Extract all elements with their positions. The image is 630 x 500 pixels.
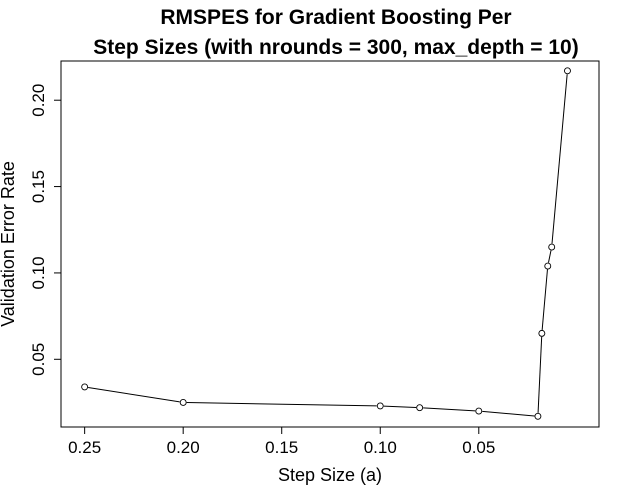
chart-title-line-2: Step Sizes (with nrounds = 300, max_dept…	[93, 36, 578, 59]
series-line-segment	[186, 402, 377, 407]
x-tick-label: 0.15	[265, 438, 298, 457]
y-axis-title: Validation Error Rate	[0, 161, 18, 327]
data-point	[81, 383, 89, 391]
series-line-segment	[551, 74, 568, 244]
data-point	[564, 67, 571, 75]
series-line-segment	[547, 250, 552, 263]
data-point	[376, 402, 384, 410]
y-tick-label: 0.15	[29, 170, 48, 203]
x-axis-title: Step Size (a)	[278, 465, 382, 485]
series-validation-error	[81, 67, 571, 420]
data-point	[475, 407, 483, 415]
data-point	[544, 262, 552, 270]
x-tick-label: 0.20	[167, 438, 200, 457]
data-point	[416, 404, 424, 412]
chart-title-line-1: RMSPES for Gradient Boosting Per	[160, 6, 511, 29]
x-axis: 0.25 0.20 0.15 0.10 0.05	[68, 427, 495, 457]
x-tick-label: 0.10	[364, 438, 397, 457]
series-line-segment	[383, 405, 417, 409]
x-tick-label: 0.25	[68, 438, 101, 457]
series-line-segment	[537, 336, 543, 413]
series-line-segment	[88, 386, 180, 403]
series-line-segment	[541, 269, 548, 330]
series-line-segment	[482, 410, 535, 417]
y-tick-label: 0.05	[29, 343, 48, 376]
y-tick-label: 0.10	[29, 256, 48, 289]
y-tick-label: 0.20	[29, 84, 48, 117]
data-point	[534, 412, 542, 420]
plot-frame	[60, 60, 600, 428]
data-point	[548, 243, 556, 251]
series-line-segment	[423, 407, 476, 412]
data-point	[179, 399, 187, 406]
data-point	[538, 329, 546, 337]
x-tick-label: 0.05	[462, 438, 495, 457]
y-axis: 0.05 0.10 0.15 0.20	[29, 84, 61, 376]
